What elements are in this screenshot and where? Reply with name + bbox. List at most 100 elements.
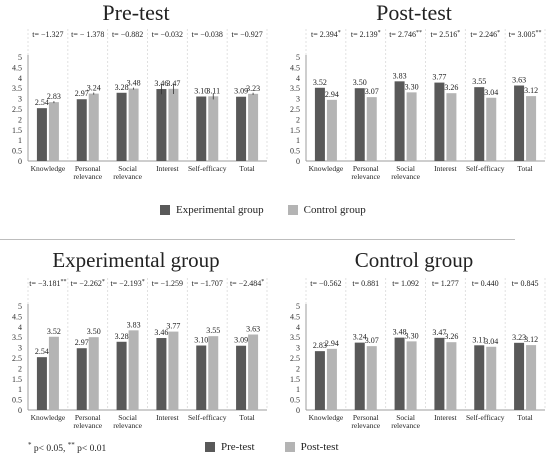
bar-value-label: 3.10 — [194, 87, 208, 96]
x-tick-label: Personal — [353, 164, 379, 173]
y-tick-label: 4.5 — [12, 63, 22, 72]
bar-series-1 — [116, 341, 127, 410]
legend-tests: Pre-test Post-test — [205, 441, 339, 453]
bar-value-label: 3.26 — [444, 332, 458, 341]
bar-value-label: 3.12 — [524, 86, 538, 95]
x-tick-label: relevance — [391, 421, 420, 430]
y-tick-label: 4 — [296, 323, 300, 332]
legend-groups: Experimental group Control group — [160, 204, 366, 216]
bar-series-2 — [526, 96, 537, 161]
x-tick-label: Personal — [75, 413, 101, 422]
y-tick-label: 2 — [296, 115, 300, 124]
y-tick-label: 1 — [18, 136, 22, 145]
y-tick-label: 1 — [296, 136, 300, 145]
x-tick-label: Interest — [156, 413, 179, 422]
chart-title: Post-test — [376, 0, 452, 25]
bar-value-label: 3.10 — [194, 336, 208, 345]
bar-value-label: 3.04 — [484, 337, 498, 346]
bar-series-2 — [128, 330, 139, 410]
section-divider — [0, 239, 515, 240]
t-statistic-label: t= −0.562 — [310, 279, 341, 288]
bar-series-1 — [514, 85, 525, 161]
bar-value-label: 3.48 — [393, 328, 407, 337]
t-statistic-label: t= 3.005** — [509, 30, 542, 39]
bar-value-label: 3.23 — [246, 84, 260, 93]
y-tick-label: 0.5 — [12, 396, 22, 405]
bar-value-label: 3.12 — [524, 335, 538, 344]
y-tick-label: 3 — [296, 95, 300, 104]
bar-series-2 — [168, 331, 179, 410]
bar-value-label: 3.04 — [484, 88, 498, 97]
y-tick-label: 2.5 — [12, 354, 22, 363]
bar-series-1 — [394, 337, 405, 410]
legend-swatch-post-test — [284, 442, 295, 452]
bar-series-1 — [434, 82, 445, 161]
bar-value-label: 3.46 — [154, 79, 168, 88]
bar-series-1 — [76, 348, 87, 410]
significance-marker: ** — [535, 30, 541, 36]
x-tick-label: Total — [517, 164, 532, 173]
significance-marker: * — [261, 279, 264, 285]
y-tick-label: 0 — [296, 157, 300, 166]
chart-svg: 00.5 11.5 22.53 3.54 4.55 2.832.94 t= −0.562 Kn… — [290, 278, 546, 430]
bar-value-label: 3.52 — [313, 78, 327, 87]
bar-series-1 — [394, 81, 405, 161]
bar-series-2 — [486, 346, 497, 410]
bar-series-2 — [366, 346, 377, 410]
bar-value-label: 3.63 — [246, 324, 260, 333]
y-tick-label: 1.5 — [290, 126, 300, 135]
x-tick-label: Social — [396, 413, 415, 422]
footnote-symbol-double: ** — [67, 441, 75, 449]
bar-series-2 — [128, 88, 139, 161]
bar-series-1 — [36, 108, 47, 161]
y-tick-label: 5 — [296, 302, 300, 311]
y-tick-label: 2.5 — [12, 105, 22, 114]
bar-value-label: 2.54 — [35, 347, 49, 356]
y-tick-label: 3 — [296, 344, 300, 353]
t-statistic-label: t= − 1.378 — [71, 30, 104, 39]
t-statistic-label: t= 0.881 — [352, 279, 379, 288]
y-tick-label: 0 — [296, 406, 300, 415]
y-tick-label: 5 — [18, 53, 22, 62]
t-statistic-label: t= 2.746** — [389, 30, 422, 39]
legend-label-control: Control group — [303, 204, 366, 216]
bar-value-label: 3.50 — [353, 78, 367, 87]
y-tick-label: 4.5 — [12, 312, 22, 321]
t-statistic-label: t= −3.181** — [29, 279, 66, 288]
y-tick-label: 1.5 — [12, 375, 22, 384]
significance-footnote: * p< 0.05, ** p< 0.01 — [28, 441, 106, 454]
t-statistic-label: t= 0.845 — [512, 279, 539, 288]
y-tick-label: 0.5 — [290, 147, 300, 156]
t-statistic-label: t= −1.327 — [32, 30, 63, 39]
t-statistic-label: t= −0.038 — [192, 30, 223, 39]
chart-svg: 00.5 11.5 22.53 3.54 4.55 2.542.83 t= −1.327 Kn… — [12, 29, 268, 181]
x-tick-label: Social — [396, 164, 415, 173]
bar-series-1 — [196, 345, 207, 410]
bar-series-2 — [208, 96, 219, 161]
bar-value-label: 3.07 — [365, 336, 379, 345]
chart-panel-post-test: Post-test 0 0.5 1 1.5 2 2.5 3 3.5 4 4.5 5 3.52 2.94 t… — [278, 0, 550, 185]
bar-value-label: 3.52 — [47, 327, 61, 336]
significance-marker: * — [457, 30, 460, 36]
significance-marker: * — [497, 30, 500, 36]
bar-series-2 — [248, 334, 259, 410]
t-statistic-label: t= 2.394* — [311, 30, 341, 39]
y-tick-label: 3.5 — [290, 84, 300, 93]
y-tick-label: 0.5 — [12, 147, 22, 156]
x-tick-label: Self-efficacy — [466, 164, 505, 173]
x-tick-label: Interest — [156, 164, 179, 173]
bar-series-1 — [116, 92, 127, 161]
t-statistic-label: t= 2.139* — [351, 30, 381, 39]
bar-value-label: 3.24 — [87, 84, 101, 93]
bar-series-1 — [354, 342, 365, 410]
bar-value-label: 3.28 — [115, 83, 129, 92]
x-tick-label: Knowledge — [31, 413, 66, 422]
bar-value-label: 3.48 — [127, 79, 141, 88]
bar-series-2 — [446, 342, 457, 410]
bar-series-2 — [326, 99, 337, 161]
chart-svg: 00.5 11.5 22.53 3.54 4.55 2.54 3.52 t= −3.181**… — [12, 278, 268, 430]
bar-series-1 — [434, 337, 445, 410]
t-statistic-label: t= 2.246* — [470, 30, 500, 39]
y-tick-label: 3 — [18, 95, 22, 104]
bar-series-1 — [156, 338, 167, 410]
